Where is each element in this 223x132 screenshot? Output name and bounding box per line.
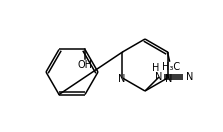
Text: N: N	[155, 72, 163, 82]
Text: N: N	[186, 72, 193, 82]
Text: H: H	[152, 63, 160, 73]
Text: N: N	[118, 74, 125, 84]
Text: H₃C: H₃C	[162, 62, 181, 72]
Text: N: N	[165, 74, 172, 84]
Text: OH: OH	[78, 60, 93, 70]
